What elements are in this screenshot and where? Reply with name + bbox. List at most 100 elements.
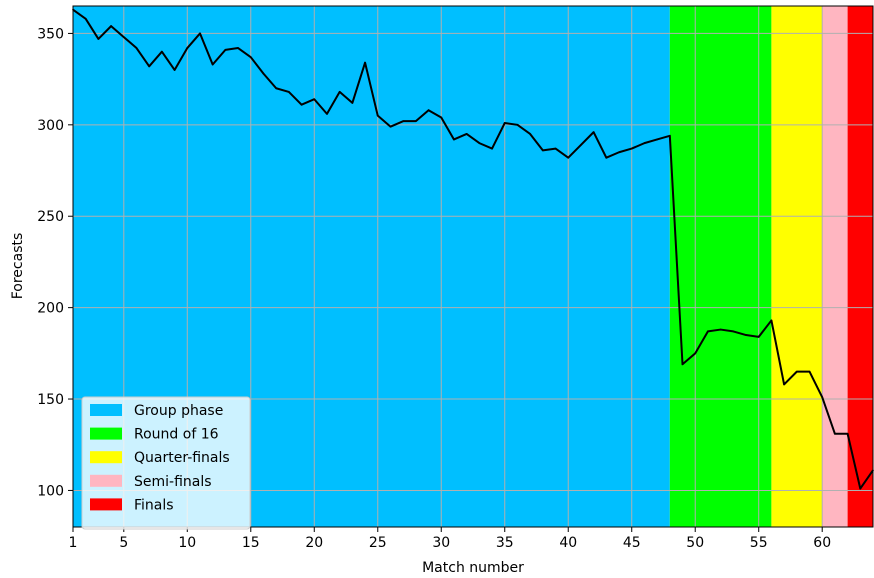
data-point bbox=[351, 102, 354, 104]
data-point bbox=[224, 49, 227, 51]
data-point bbox=[97, 38, 100, 40]
legend-label: Group phase bbox=[134, 403, 223, 419]
x-tick-label: 30 bbox=[432, 535, 450, 551]
legend-swatch bbox=[90, 427, 122, 440]
x-tick-label: 55 bbox=[750, 535, 768, 551]
data-point bbox=[681, 363, 684, 366]
data-point bbox=[313, 98, 316, 101]
data-point bbox=[84, 17, 87, 20]
data-point bbox=[326, 113, 328, 115]
phase-band-1 bbox=[669, 6, 772, 527]
x-tick-label: 35 bbox=[496, 535, 514, 551]
data-point bbox=[288, 91, 290, 93]
data-point bbox=[783, 383, 785, 386]
data-point bbox=[719, 328, 722, 331]
phase-band-4 bbox=[847, 6, 873, 527]
data-point bbox=[491, 147, 493, 150]
data-point bbox=[199, 32, 201, 35]
y-tick-label: 250 bbox=[37, 209, 64, 225]
y-axis-ticks: 100 150 200 250 300 350 bbox=[37, 26, 73, 499]
data-point bbox=[110, 25, 112, 27]
legend-label: Round of 16 bbox=[134, 427, 219, 443]
x-tick-label: 60 bbox=[813, 535, 831, 551]
legend-swatch bbox=[90, 451, 122, 464]
data-point bbox=[440, 116, 443, 119]
data-point bbox=[453, 138, 455, 141]
data-point bbox=[605, 156, 608, 159]
data-point bbox=[275, 87, 277, 90]
x-tick-label: 20 bbox=[305, 535, 323, 551]
x-tick-label: 15 bbox=[242, 535, 260, 551]
data-point bbox=[376, 114, 379, 117]
data-point bbox=[707, 330, 709, 333]
data-point bbox=[186, 47, 189, 49]
data-point bbox=[529, 133, 531, 135]
x-tick-label: 40 bbox=[559, 535, 577, 551]
data-point bbox=[567, 156, 570, 159]
data-point bbox=[656, 138, 658, 141]
x-axis-ticks: 1 5 10 15 20 25 30 35 40 45 50 55 60 bbox=[69, 527, 831, 551]
data-point bbox=[694, 352, 697, 355]
y-tick-label: 300 bbox=[37, 118, 64, 134]
y-tick-label: 350 bbox=[37, 26, 64, 42]
phase-band-3 bbox=[822, 6, 848, 527]
data-point bbox=[846, 432, 849, 435]
data-point bbox=[135, 47, 138, 49]
x-tick-label: 45 bbox=[623, 535, 641, 551]
legend-swatch bbox=[90, 404, 122, 416]
y-tick-label: 100 bbox=[37, 483, 64, 499]
data-point bbox=[427, 109, 430, 111]
data-point bbox=[503, 122, 506, 124]
data-point bbox=[808, 370, 811, 373]
x-tick-label: 25 bbox=[369, 535, 387, 551]
data-point bbox=[211, 63, 214, 66]
x-tick-label: 50 bbox=[686, 535, 704, 551]
data-point bbox=[757, 336, 760, 338]
data-point bbox=[821, 396, 824, 399]
grid-lines bbox=[72, 6, 873, 527]
data-point bbox=[542, 149, 544, 152]
legend-label: Semi-finals bbox=[134, 474, 212, 490]
data-point bbox=[402, 120, 404, 122]
data-point bbox=[669, 134, 671, 137]
data-point bbox=[554, 147, 557, 150]
data-point bbox=[745, 334, 747, 336]
x-tick-label: 5 bbox=[119, 535, 128, 551]
data-point bbox=[161, 50, 163, 53]
legend-box bbox=[81, 396, 251, 530]
data-point bbox=[415, 120, 417, 122]
data-point bbox=[834, 432, 836, 435]
legend-label: Finals bbox=[134, 497, 174, 513]
legend: Group phase Round of 16 Quarter-finals Semi… bbox=[81, 396, 251, 530]
data-point bbox=[173, 69, 176, 71]
data-point bbox=[770, 319, 773, 322]
data-point bbox=[122, 36, 125, 38]
y-tick-label: 200 bbox=[37, 301, 64, 317]
data-point bbox=[796, 370, 798, 373]
data-point bbox=[592, 131, 595, 133]
data-point bbox=[364, 61, 366, 64]
x-tick-label: 1 bbox=[69, 535, 78, 551]
plot-frame bbox=[72, 5, 874, 528]
data-point bbox=[478, 142, 481, 144]
legend-label: Quarter-finals bbox=[134, 450, 230, 466]
data-point bbox=[465, 133, 468, 135]
series-line bbox=[72, 8, 874, 490]
data-point bbox=[262, 72, 265, 75]
x-axis-label: Match number bbox=[422, 560, 524, 576]
legend-swatch bbox=[90, 498, 122, 511]
data-point bbox=[643, 142, 646, 144]
data-point bbox=[618, 151, 620, 154]
x-tick-label: 10 bbox=[178, 535, 196, 551]
data-point bbox=[300, 103, 303, 106]
data-point bbox=[859, 487, 862, 490]
data-point bbox=[580, 144, 582, 146]
data-point bbox=[237, 47, 239, 49]
data-point bbox=[732, 330, 735, 333]
y-axis-label: Forecasts bbox=[10, 233, 26, 300]
phase-band-2 bbox=[771, 6, 823, 527]
data-point bbox=[249, 56, 252, 58]
data-point bbox=[630, 147, 633, 150]
y-tick-label: 150 bbox=[37, 392, 64, 408]
